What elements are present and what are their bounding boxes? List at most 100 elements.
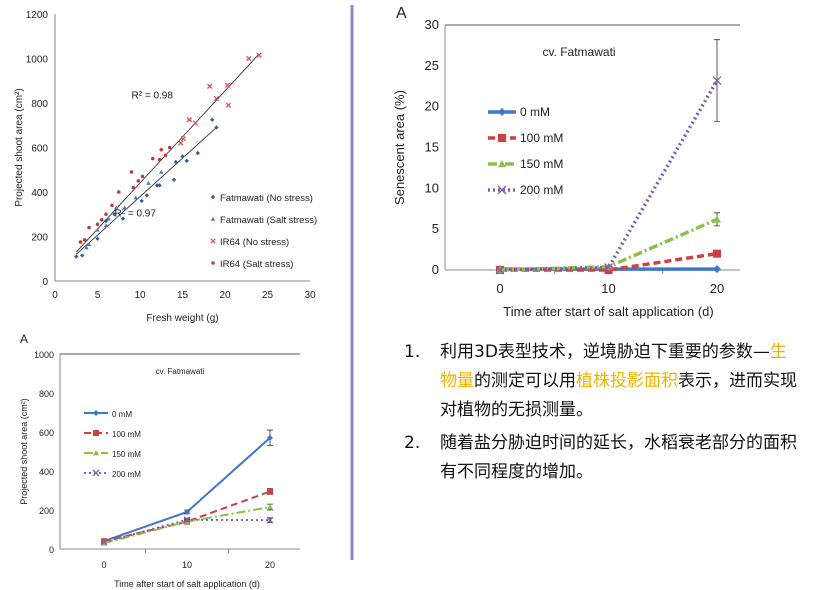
data-point [95, 227, 100, 232]
y-tick-label: 1200 [26, 10, 49, 21]
data-point [131, 185, 135, 190]
data-point [136, 179, 141, 183]
chart-title: cv. Fatmawati [156, 367, 205, 376]
y-axis-label: Projected shoot area (cm²) [14, 88, 25, 206]
data-point [87, 225, 91, 230]
y-tick-label: 1000 [34, 350, 54, 360]
data-point [122, 205, 127, 210]
data-point [112, 212, 117, 217]
data-point [140, 174, 145, 179]
y-tick-label: 5 [432, 221, 439, 236]
y-tick-label: 1000 [26, 55, 49, 66]
data-point [150, 156, 155, 161]
data-point [180, 135, 187, 142]
data-point [495, 265, 505, 275]
data-point [146, 180, 151, 185]
series-line [499, 217, 718, 272]
x-tick-label: 20 [265, 560, 275, 570]
data-point [171, 177, 177, 182]
y-tick-label: 800 [39, 389, 54, 399]
data-point [154, 183, 160, 188]
data-point [213, 95, 220, 102]
legend-marker [93, 410, 99, 416]
note-2: 2. 随着盐分胁迫时间的延长，水稻衰老部分的面积有不同程度的增加。 [404, 433, 797, 482]
data-point [604, 266, 613, 274]
y-tick-label: 400 [39, 467, 54, 477]
data-point [95, 236, 100, 241]
data-point [99, 218, 104, 222]
series-line [103, 490, 271, 543]
trendline [75, 127, 217, 255]
x-tick-label: 25 [262, 290, 274, 301]
legend-label: 200 mM [112, 470, 141, 479]
data-point [167, 145, 172, 150]
data-point [144, 193, 149, 198]
y-tick-label: 600 [31, 144, 48, 155]
data-point [267, 504, 273, 510]
data-point [129, 170, 134, 174]
x-tick-label: 15 [177, 290, 189, 301]
data-point [178, 140, 184, 146]
data-point [82, 238, 87, 242]
data-point [157, 157, 162, 162]
y-tick-label: 25 [425, 58, 439, 73]
data-point [713, 265, 721, 274]
data-point [120, 216, 126, 221]
data-point [103, 223, 109, 228]
y-tick-label: 0 [432, 262, 439, 277]
x-tick-label: 10 [182, 560, 192, 570]
legend-marker [210, 216, 216, 221]
note-1: 1. 利用3D表型技术，逆境胁迫下重要的参数—生物量的测定可以用植株投影面积表示，… [404, 342, 797, 420]
data-point [713, 249, 721, 258]
legend-marker [92, 469, 100, 477]
data-point [214, 125, 219, 130]
data-point [116, 190, 121, 194]
data-point [86, 242, 92, 247]
data-point [78, 240, 83, 244]
data-point [74, 254, 79, 259]
y-tick-label: 200 [39, 506, 54, 516]
legend-marker [211, 261, 215, 265]
data-point [267, 488, 273, 495]
data-point [106, 216, 111, 221]
y-tick-label: 0 [49, 545, 54, 555]
highlight-projected-area: 植株投影面积 [576, 371, 678, 391]
y-tick-label: 0 [42, 277, 48, 288]
series-line [499, 79, 719, 272]
y-tick-label: 30 [425, 17, 439, 32]
data-point [159, 147, 164, 152]
data-point [604, 263, 613, 273]
data-point [104, 212, 108, 217]
legend-label: Fatmawati (No stress) [220, 193, 313, 204]
highlight-biomass: 生物量 [440, 342, 787, 391]
data-point [210, 117, 215, 122]
legend-marker [498, 134, 506, 142]
data-point [256, 52, 262, 58]
data-point [139, 198, 144, 204]
legend-label: 0 mM [520, 105, 550, 119]
y-tick-label: 600 [39, 428, 54, 438]
legend-marker [498, 160, 506, 168]
data-point [712, 76, 722, 85]
data-point [184, 508, 190, 515]
panel-label: A [396, 5, 407, 22]
data-point [225, 102, 232, 108]
y-tick-label: 15 [425, 140, 439, 155]
legend-label: 150 mM [520, 157, 563, 171]
legend-marker [498, 108, 506, 116]
panel-label: A [20, 332, 28, 346]
x-tick-label: 0 [101, 560, 106, 570]
legend-label: 200 mM [520, 183, 563, 197]
y-tick-label: 800 [31, 99, 48, 110]
shoot-area-line-chart: A 0 200 400 600 800 1000 0 10 20 Time after start … [19, 332, 300, 589]
data-point [133, 195, 138, 200]
data-point [84, 245, 89, 250]
data-point [157, 183, 162, 188]
data-point [100, 538, 108, 546]
r-squared-label: R² = 0.97 [115, 208, 157, 219]
data-point [110, 203, 114, 208]
data-point [713, 215, 721, 223]
data-point [186, 117, 192, 123]
legend-label: 100 mM [112, 430, 141, 439]
legend-marker [93, 430, 99, 436]
